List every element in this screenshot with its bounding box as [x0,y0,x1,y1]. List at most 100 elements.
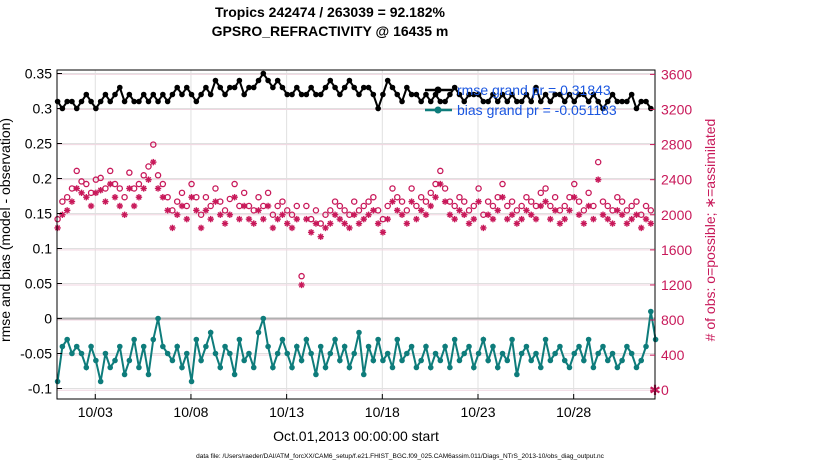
obs-assimilated-stroke [260,216,267,222]
bias-point [528,357,535,364]
obs-possible-point [489,202,497,210]
obs-assimilated-point [221,220,229,227]
rmse-point [59,105,66,112]
rmse-point [193,98,200,105]
obs-assimilated-point [494,207,501,214]
obs-assimilated-stroke [231,194,238,200]
obs-possible-point [571,180,578,188]
obs-assimilated-point [599,211,607,218]
obs-assimilated-point [470,215,478,223]
obs-assimilated-point [341,220,348,227]
obs-possible-point [427,189,434,197]
obs-assimilated-stroke [126,185,133,192]
rmse-point [384,77,391,84]
bias-point [64,336,70,343]
obs-assimilated-point [508,211,516,218]
bias-point [193,336,200,343]
plot-frame [56,69,656,400]
x-tick-label: 10/13 [269,404,304,420]
rmse-point [274,77,281,84]
rmse-point [155,98,161,105]
obs-assimilated-stroke [614,207,621,214]
y-tick-label-right: 0 [661,382,669,398]
obs-assimilated-point [441,198,449,205]
obs-assimilated-point [609,220,616,227]
bias-point [59,343,66,350]
rmse-point [499,91,506,98]
obs-assimilated-point [288,224,296,232]
obs-assimilated-stroke [59,212,66,218]
obs-assimilated-stroke [351,212,357,218]
obs-assimilated-point [207,215,214,223]
bias-point [246,350,252,357]
obs-possible-point [561,202,568,210]
bias-point [112,357,118,364]
obs-assimilated-stroke [370,207,377,214]
obs-possible-point [269,211,277,219]
bias-point [179,364,185,371]
rmse-point [140,91,147,98]
rmse-point [471,91,477,98]
bias-point [83,364,90,371]
y-ticks-left: 0.35 0.3 0.25 0.2 0.15 0.1 0.05 0 -0.05 -0.1 [20,66,62,397]
obs-possible-point [341,207,348,214]
bias-point [356,329,362,336]
obs-assimilated-point [298,281,305,289]
bias-point [585,336,592,343]
bias-point [561,357,568,364]
obs-possible-point [279,198,286,205]
obs-possible-point [499,180,506,188]
obs-assimilated-stroke [509,212,515,218]
rmse-point [628,91,635,98]
obs-assimilated-point [245,215,253,223]
obs-possible-point [264,189,272,197]
bias-point [327,350,334,357]
obs-assimilated-point [513,220,521,227]
obs-assimilated-stroke [303,216,310,222]
obs-assimilated-point [633,211,640,218]
rmse-point [461,98,468,105]
rmse-point [571,98,578,105]
obs-possible-point [97,174,104,182]
bias-point [54,378,61,385]
obs-possible-point [159,180,167,188]
obs-possible-point [504,202,511,210]
bias-point [480,336,487,343]
bias-point [490,343,496,350]
rmse-point [399,98,405,105]
obs-assimilated-point [87,202,95,210]
bias-point [188,378,195,385]
obs-assimilated-stroke [418,207,424,214]
obs-assimilated-stroke [97,187,104,193]
y-tick-label-right: 3600 [661,66,692,82]
bias-point [260,315,267,322]
obs-assimilated-stroke [145,176,152,183]
obs-possible-point [327,207,334,214]
obs-possible-point [360,202,368,210]
bias-point [456,357,463,364]
bias-point [394,336,401,343]
obs-possible-point [298,272,305,280]
obs-possible-point [331,198,339,205]
rmse-point [547,98,554,105]
rmse-point [169,91,176,98]
x-ticks: 10/03 10/08 10/13 10/18 10/23 10/28 [78,394,591,420]
obs-possible-point [460,198,468,205]
bias-point [514,371,520,378]
obs-assimilated-point [566,207,573,214]
bias-point [107,364,114,371]
bias-point [643,343,649,350]
obs-possible-point [594,158,602,166]
obs-possible-point [408,185,415,192]
series-obs-assimilated: ✱ [54,158,661,398]
obs-assimilated-stroke [174,212,180,218]
obs-assimilated-point [173,211,181,218]
obs-possible-point [437,167,444,175]
y-tick-label-right: 2000 [661,207,692,223]
rmse-point [332,84,338,91]
rmse-point [116,84,123,91]
rmse-point [504,98,511,105]
obs-possible-point [465,207,473,214]
obs-assimilated-point [107,180,114,188]
rmse-point [54,98,61,105]
